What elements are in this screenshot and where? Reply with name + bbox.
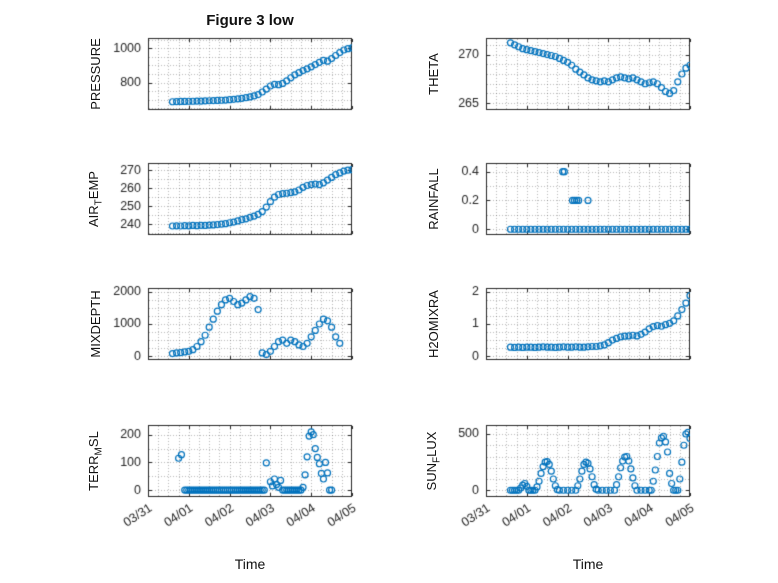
ylabel-theta-text: THETA <box>425 53 441 95</box>
ylabel-sunflux: SUNFLUX <box>423 396 443 526</box>
ylabel-mixdepth: MIXDEPTH <box>86 259 104 389</box>
ylabel-h2omixra: H2OMIXRA <box>424 259 442 389</box>
ylabel-rainfall-text: RAINFALL <box>425 168 441 230</box>
ylabel-mixdepth-text: MIXDEPTH <box>87 290 103 358</box>
ylabel-airtemp: AIRTEMP <box>85 134 105 264</box>
xlabel-time-right: Time <box>572 556 604 572</box>
ylabel-rainfall: RAINFALL <box>424 134 442 264</box>
figure-title: Figure 3 low <box>206 12 294 29</box>
ylabel-terrmsl-text: TERRMSL <box>85 431 105 491</box>
ylabel-sunflux-text: SUNFLUX <box>423 431 443 491</box>
ylabel-airtemp-text: AIRTEMP <box>85 171 105 227</box>
ylabel-theta: THETA <box>424 9 442 139</box>
ylabel-terrmsl: TERRMSL <box>85 396 105 526</box>
ylabel-h2omixra-text: H2OMIXRA <box>425 290 441 358</box>
ylabel-pressure: PRESSURE <box>86 9 104 139</box>
xlabel-time-left: Time <box>234 556 266 572</box>
ylabel-pressure-text: PRESSURE <box>87 38 103 110</box>
